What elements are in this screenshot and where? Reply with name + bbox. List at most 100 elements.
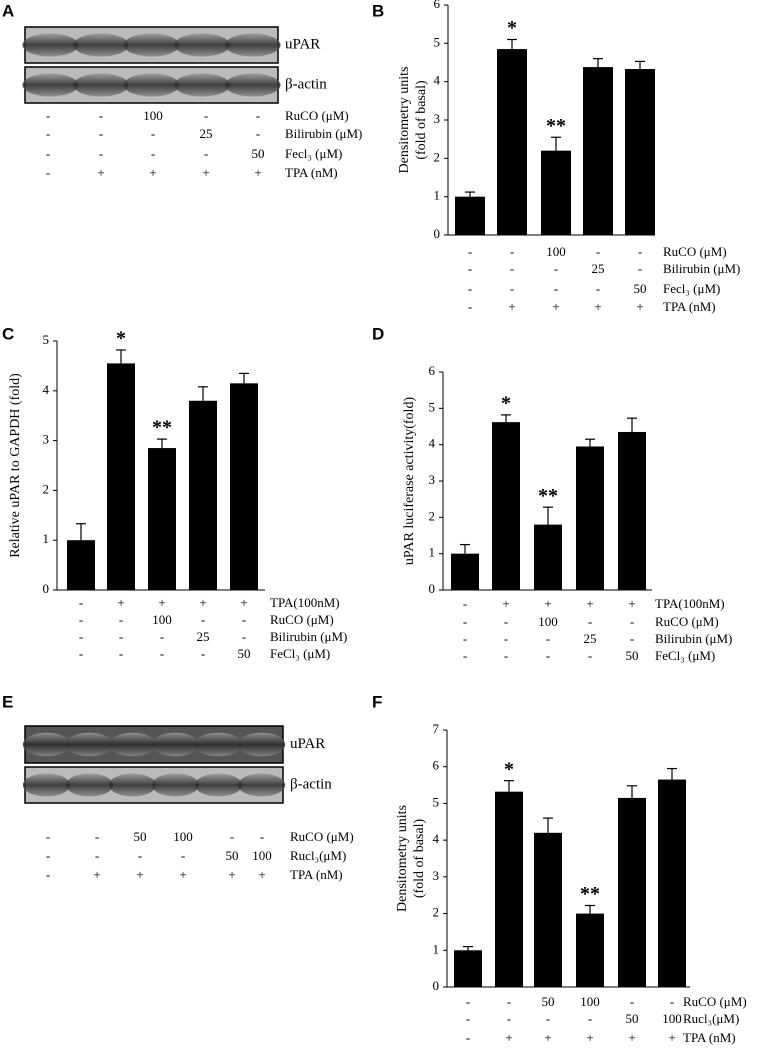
condition-cell: 50	[626, 1011, 639, 1026]
condition-cell: -	[46, 165, 50, 180]
condition-cell: +	[228, 867, 235, 882]
condition-cell: -	[79, 629, 83, 644]
condition-cell: -	[504, 614, 508, 629]
condition-label: RuCO (μM)	[683, 994, 747, 1009]
bar	[67, 540, 95, 590]
blot-band	[174, 33, 230, 57]
bar	[148, 448, 176, 590]
condition-label: Rucl₃(μM)	[290, 848, 346, 863]
y-tick-label: 1	[43, 531, 50, 546]
condition-cell: +	[552, 299, 559, 314]
condition-cell: 100	[252, 848, 272, 863]
condition-cell: -	[95, 829, 99, 844]
y-axis-label: (fold of basal)	[412, 819, 427, 899]
condition-cell: 25	[592, 261, 605, 276]
condition-cell: +	[149, 165, 156, 180]
condition-cell: -	[670, 994, 674, 1009]
y-tick-label: 5	[433, 794, 440, 809]
blot-band	[237, 732, 286, 757]
condition-label: RuCO (μM)	[285, 108, 349, 123]
significance-mark: **	[546, 115, 566, 137]
blot-band	[65, 732, 114, 757]
bar	[625, 69, 655, 236]
condition-cell: -	[79, 612, 83, 627]
condition-cell: +	[544, 596, 551, 611]
condition-cell: 50	[226, 848, 239, 863]
condition-cell: -	[256, 108, 260, 123]
bar	[576, 913, 604, 987]
condition-cell: +	[502, 596, 509, 611]
condition-label: Fecl₃ (μM)	[663, 281, 720, 296]
condition-cell: -	[507, 1011, 511, 1026]
bar	[534, 524, 562, 590]
blot-band	[108, 732, 157, 757]
significance-mark: *	[501, 392, 511, 414]
blot-label: β-actin	[290, 776, 332, 792]
condition-cell: -	[546, 631, 550, 646]
condition-cell: +	[628, 1030, 635, 1045]
condition-cell: -	[463, 596, 467, 611]
condition-label: Bilirubin (μM)	[270, 629, 347, 644]
condition-cell: -	[504, 648, 508, 663]
y-tick-label: 0	[434, 226, 441, 241]
condition-cell: +	[254, 165, 261, 180]
y-axis-label: (fold of basal)	[414, 80, 429, 160]
condition-cell: -	[630, 614, 634, 629]
bar	[618, 797, 646, 987]
condition-cell: +	[586, 1030, 593, 1045]
bar	[455, 196, 485, 235]
significance-mark: **	[538, 485, 558, 507]
y-axis-label: Densitometry units	[395, 805, 410, 912]
condition-cell: 100	[662, 1011, 682, 1026]
condition-cell: -	[554, 261, 558, 276]
condition-label: FeCl₃ (μM)	[270, 646, 330, 661]
condition-label: Bilirubin (μM)	[655, 631, 732, 646]
condition-cell: -	[95, 848, 99, 863]
condition-cell: -	[510, 281, 514, 296]
condition-cell: 100	[580, 994, 600, 1009]
blot-band	[123, 33, 180, 57]
y-axis-label: Relative uPAR to GAPDH (fold)	[8, 373, 23, 558]
condition-cell: -	[99, 146, 103, 161]
y-tick-label: 4	[433, 831, 440, 846]
y-axis-label: uPAR luciferase activity(fold)	[402, 397, 417, 566]
condition-cell: -	[466, 994, 470, 1009]
condition-label: TPA (nM)	[683, 1030, 736, 1045]
condition-cell: +	[240, 595, 247, 610]
condition-label: RuCO (μM)	[290, 829, 354, 844]
bar	[658, 779, 686, 987]
significance-mark: *	[116, 328, 126, 350]
y-tick-label: 3	[433, 868, 440, 883]
panel-letter: A	[2, 1, 14, 20]
panel-letter: C	[2, 324, 14, 343]
bar	[583, 67, 613, 235]
y-tick-label: 6	[433, 758, 440, 773]
bar	[230, 383, 258, 590]
condition-cell: -	[119, 629, 123, 644]
y-tick-label: 4	[429, 436, 436, 451]
condition-cell: -	[504, 631, 508, 646]
condition-cell: -	[546, 648, 550, 663]
blot-label: uPAR	[285, 36, 320, 52]
condition-cell: +	[93, 867, 100, 882]
bar	[495, 791, 523, 987]
y-tick-label: 5	[434, 34, 441, 49]
bar	[497, 49, 527, 236]
blot-band	[151, 732, 200, 757]
condition-cell: -	[204, 146, 208, 161]
condition-cell: -	[588, 1011, 592, 1026]
condition-cell: 100	[546, 244, 566, 259]
panel-letter: E	[2, 692, 13, 711]
condition-cell: -	[596, 281, 600, 296]
condition-cell: +	[179, 867, 186, 882]
condition-cell: -	[638, 244, 642, 259]
y-tick-label: 0	[429, 581, 436, 596]
y-tick-label: 2	[433, 905, 440, 920]
condition-cell: -	[510, 261, 514, 276]
blot-band	[224, 33, 281, 57]
panel-letter: B	[372, 1, 384, 20]
blot-band	[22, 773, 71, 797]
condition-cell: 25	[200, 126, 213, 141]
bar	[492, 422, 520, 590]
